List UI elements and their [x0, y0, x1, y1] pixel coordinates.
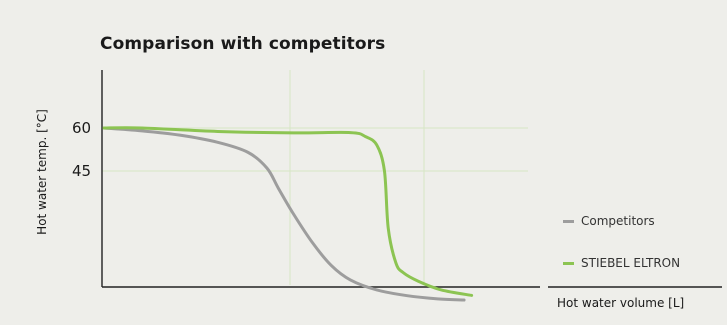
legend-swatch — [563, 219, 574, 223]
series-line-competitors — [102, 126, 466, 302]
series-line-stiebel-eltron — [102, 126, 474, 297]
legend-label: Competitors — [581, 214, 655, 228]
legend-label: STIEBEL ELTRON — [581, 256, 681, 270]
legend-item-stiebel-eltron: STIEBEL ELTRON — [563, 256, 680, 270]
y-axis-label: Hot water temp. [°C] — [35, 109, 49, 235]
x-axis-label: Hot water volume [L] — [557, 296, 685, 310]
legend-item-competitors: Competitors — [563, 214, 655, 228]
y-tick-label: 60 — [72, 119, 92, 137]
chart-title: Comparison with competitors — [100, 34, 386, 54]
legend-swatch — [563, 261, 574, 265]
y-tick-label: 45 — [72, 162, 92, 180]
